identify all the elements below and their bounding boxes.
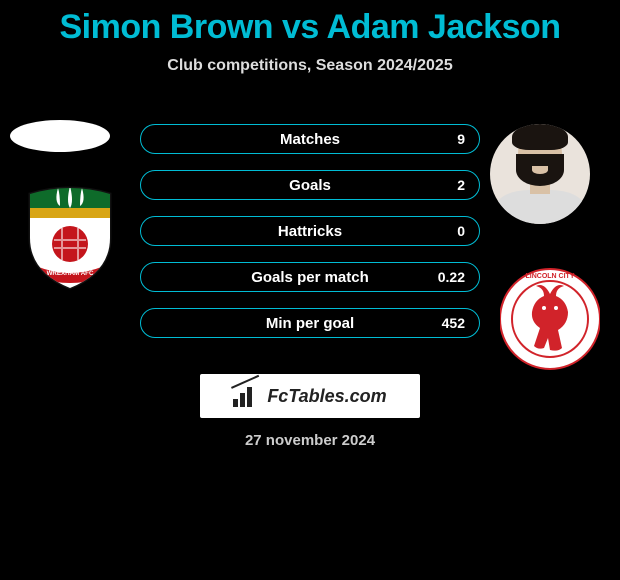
stat-label: Hattricks [278, 223, 342, 240]
player-left-avatar [10, 120, 110, 152]
stat-label: Goals per match [251, 269, 369, 286]
stat-value-right: 452 [442, 315, 465, 331]
stat-row-gpm: Goals per match 0.22 [140, 262, 480, 292]
subtitle: Club competitions, Season 2024/2025 [0, 57, 620, 75]
stat-row-matches: Matches 9 [140, 124, 480, 154]
crest-right-text: LINCOLN CITY [526, 273, 575, 280]
bar-chart-icon [233, 385, 261, 407]
stat-value-right: 9 [457, 131, 465, 147]
brand-box: FcTables.com [200, 374, 420, 418]
stats-panel: Matches 9 Goals 2 Hattricks 0 Goals per … [140, 124, 480, 354]
stat-row-mpg: Min per goal 452 [140, 308, 480, 338]
stat-row-goals: Goals 2 [140, 170, 480, 200]
brand-text: FcTables.com [267, 386, 386, 407]
club-crest-left: WREXHAM AFC [20, 180, 120, 290]
stat-row-hattricks: Hattricks 0 [140, 216, 480, 246]
stat-label: Goals [289, 177, 331, 194]
crest-left-text: WREXHAM AFC [47, 270, 94, 277]
stat-value-right: 0.22 [438, 269, 465, 285]
stat-label: Min per goal [266, 315, 354, 332]
stat-value-right: 2 [457, 177, 465, 193]
stat-value-right: 0 [457, 223, 465, 239]
stat-label: Matches [280, 131, 340, 148]
date-label: 27 november 2024 [0, 432, 620, 449]
page-title: Simon Brown vs Adam Jackson [0, 0, 620, 47]
club-crest-right: LINCOLN CITY [500, 264, 600, 374]
player-right-avatar [490, 124, 590, 224]
